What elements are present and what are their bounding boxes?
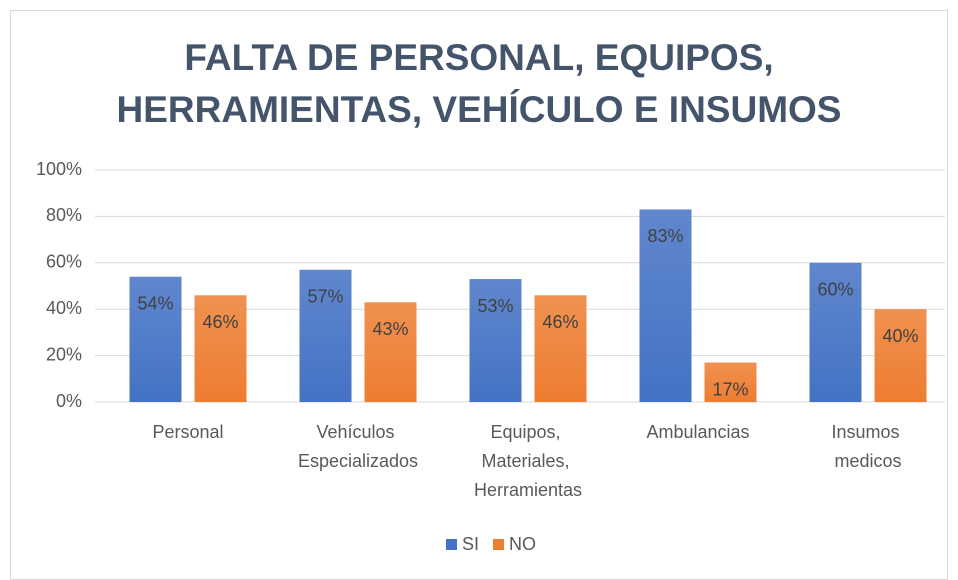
data-label: 53% [477, 296, 513, 316]
x-tick-label: Vehículos Especializados [298, 422, 418, 471]
data-label: 57% [307, 287, 343, 307]
bar [469, 279, 522, 402]
data-label: 46% [202, 312, 238, 332]
y-tick-label: 60% [46, 252, 82, 272]
data-label: 43% [372, 319, 408, 339]
data-label: 17% [712, 379, 748, 399]
y-tick-label: 100% [36, 159, 82, 179]
y-tick-label: 0% [56, 391, 82, 411]
legend-swatch [446, 539, 457, 550]
data-label: 60% [817, 280, 853, 300]
y-tick-label: 20% [46, 344, 82, 364]
legend-swatch [493, 539, 505, 550]
bar [639, 209, 692, 402]
data-label: 54% [137, 293, 173, 313]
y-tick-label: 40% [46, 298, 82, 318]
x-tick-label: Personal [152, 422, 223, 442]
bar [194, 295, 247, 402]
x-tick-label: Ambulancias [646, 422, 749, 442]
x-tick-label: Insumos medicos [831, 422, 904, 471]
data-label: 40% [882, 326, 918, 346]
title-box: FALTA DE PERSONAL, EQUIPOS, HERRAMIENTAS… [0, 32, 958, 136]
bar [809, 262, 862, 402]
bar [534, 295, 587, 402]
chart-title: FALTA DE PERSONAL, EQUIPOS, HERRAMIENTAS… [116, 37, 842, 130]
data-label: 83% [647, 226, 683, 246]
bar [704, 362, 757, 402]
bar [874, 309, 927, 402]
bar [129, 276, 182, 402]
data-label: 46% [542, 312, 578, 332]
legend-label: NO [509, 534, 536, 554]
bar [299, 269, 352, 402]
x-tick-label: Equipos, Materiales, Herramientas [474, 422, 582, 500]
legend-label: SI [462, 534, 479, 554]
y-tick-label: 80% [46, 205, 82, 225]
bar [364, 302, 417, 402]
